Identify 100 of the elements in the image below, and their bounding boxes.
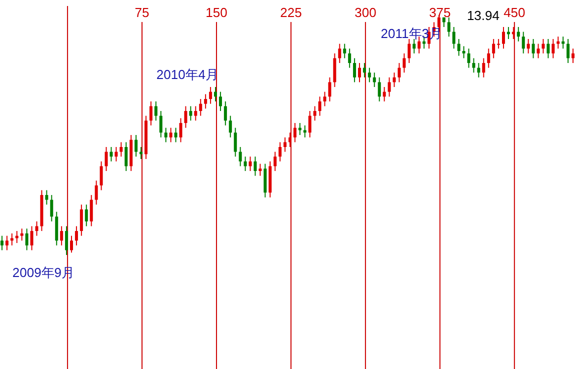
x-tick-label: 150 — [206, 5, 228, 20]
candlestick — [70, 235, 74, 254]
candlestick — [80, 204, 83, 236]
candlestick — [258, 163, 262, 176]
candlestick — [392, 72, 396, 88]
candlestick — [313, 106, 316, 122]
candlestick — [55, 211, 58, 246]
candlestick — [532, 38, 535, 59]
candlestick — [472, 58, 476, 74]
candlestick — [536, 43, 540, 59]
candlestick — [274, 151, 277, 172]
candlestick — [457, 38, 460, 56]
candlestick — [20, 228, 24, 242]
candlestick — [35, 220, 38, 236]
candlestick — [348, 48, 352, 68]
annotation: 2010年4月 — [156, 67, 219, 82]
candlestick — [25, 228, 28, 251]
candlestick — [104, 146, 108, 172]
candlestick — [526, 38, 530, 54]
candlestick — [358, 62, 362, 83]
candlestick — [199, 98, 202, 116]
candlestick — [194, 106, 198, 122]
candlestick — [388, 76, 391, 98]
candlestick — [149, 100, 152, 126]
candlestick — [408, 38, 411, 64]
candlestick — [368, 67, 371, 83]
candlestick — [338, 43, 342, 64]
candlestick — [114, 146, 118, 162]
candlestick — [562, 36, 565, 50]
candlestick — [60, 226, 64, 246]
candlestick — [502, 26, 506, 50]
candlestick — [179, 118, 182, 143]
candlestick — [164, 127, 168, 143]
candlestick — [552, 38, 555, 59]
candlestick — [556, 36, 560, 50]
candlestick — [492, 38, 496, 59]
annotation: 13.94 — [466, 8, 500, 23]
candlestick — [372, 72, 376, 88]
candlestick — [303, 124, 306, 138]
candlestick — [120, 142, 123, 158]
candlestick — [124, 142, 128, 172]
candlestick — [94, 180, 98, 206]
candlestick — [100, 160, 103, 191]
x-tick-label: 225 — [280, 5, 302, 20]
x-tick-label: 450 — [504, 5, 526, 20]
candlestick — [452, 26, 456, 50]
candlestick — [90, 194, 93, 227]
candlestick — [516, 26, 520, 42]
candlestick — [50, 194, 54, 222]
x-tick-label: 375 — [429, 5, 451, 20]
candlestick — [248, 156, 252, 172]
candlestick — [353, 58, 356, 83]
candlestick — [542, 38, 545, 54]
candlestick — [497, 38, 500, 50]
candlestick — [382, 86, 386, 102]
candlestick — [65, 226, 68, 256]
candlestick — [45, 190, 48, 206]
candlestick — [110, 146, 113, 162]
candlestick — [74, 226, 78, 246]
candlestick — [189, 106, 192, 122]
x-tick-label: 300 — [354, 5, 376, 20]
candlestick — [30, 226, 34, 251]
candlestick — [209, 86, 212, 104]
candlestick — [288, 132, 292, 148]
candlestick — [204, 94, 208, 110]
candlestick — [254, 156, 257, 176]
candlestick — [134, 134, 138, 158]
candlestick — [398, 62, 401, 83]
candlestick — [362, 62, 366, 78]
candlestick — [174, 127, 178, 143]
candlestick — [378, 76, 381, 102]
candlestick — [169, 127, 172, 143]
candlestick — [293, 122, 296, 143]
candlestick — [546, 38, 550, 59]
candlestick — [522, 31, 525, 54]
candlestick — [234, 127, 237, 158]
candlestick — [462, 46, 466, 59]
candlestick — [154, 100, 158, 122]
candlestick — [244, 156, 247, 172]
candlestick — [566, 38, 570, 64]
candlestick — [572, 48, 575, 64]
candlestick — [447, 16, 450, 38]
candlestick — [278, 142, 282, 162]
candlestick — [467, 48, 470, 68]
candlestick — [487, 48, 490, 68]
candlestick — [323, 91, 326, 107]
candlestick — [477, 62, 480, 78]
candlestick — [159, 110, 162, 138]
candlestick — [284, 136, 287, 152]
candlestick — [412, 38, 416, 54]
candlestick — [84, 204, 88, 227]
candlestick — [308, 110, 312, 138]
candlestick — [224, 100, 227, 126]
candlestick — [343, 43, 346, 59]
candlestick — [184, 106, 188, 128]
candlestick — [218, 91, 222, 112]
candlestick — [328, 76, 332, 102]
candlestick — [10, 232, 14, 246]
candlestick — [318, 96, 322, 116]
candlestick — [214, 86, 218, 102]
